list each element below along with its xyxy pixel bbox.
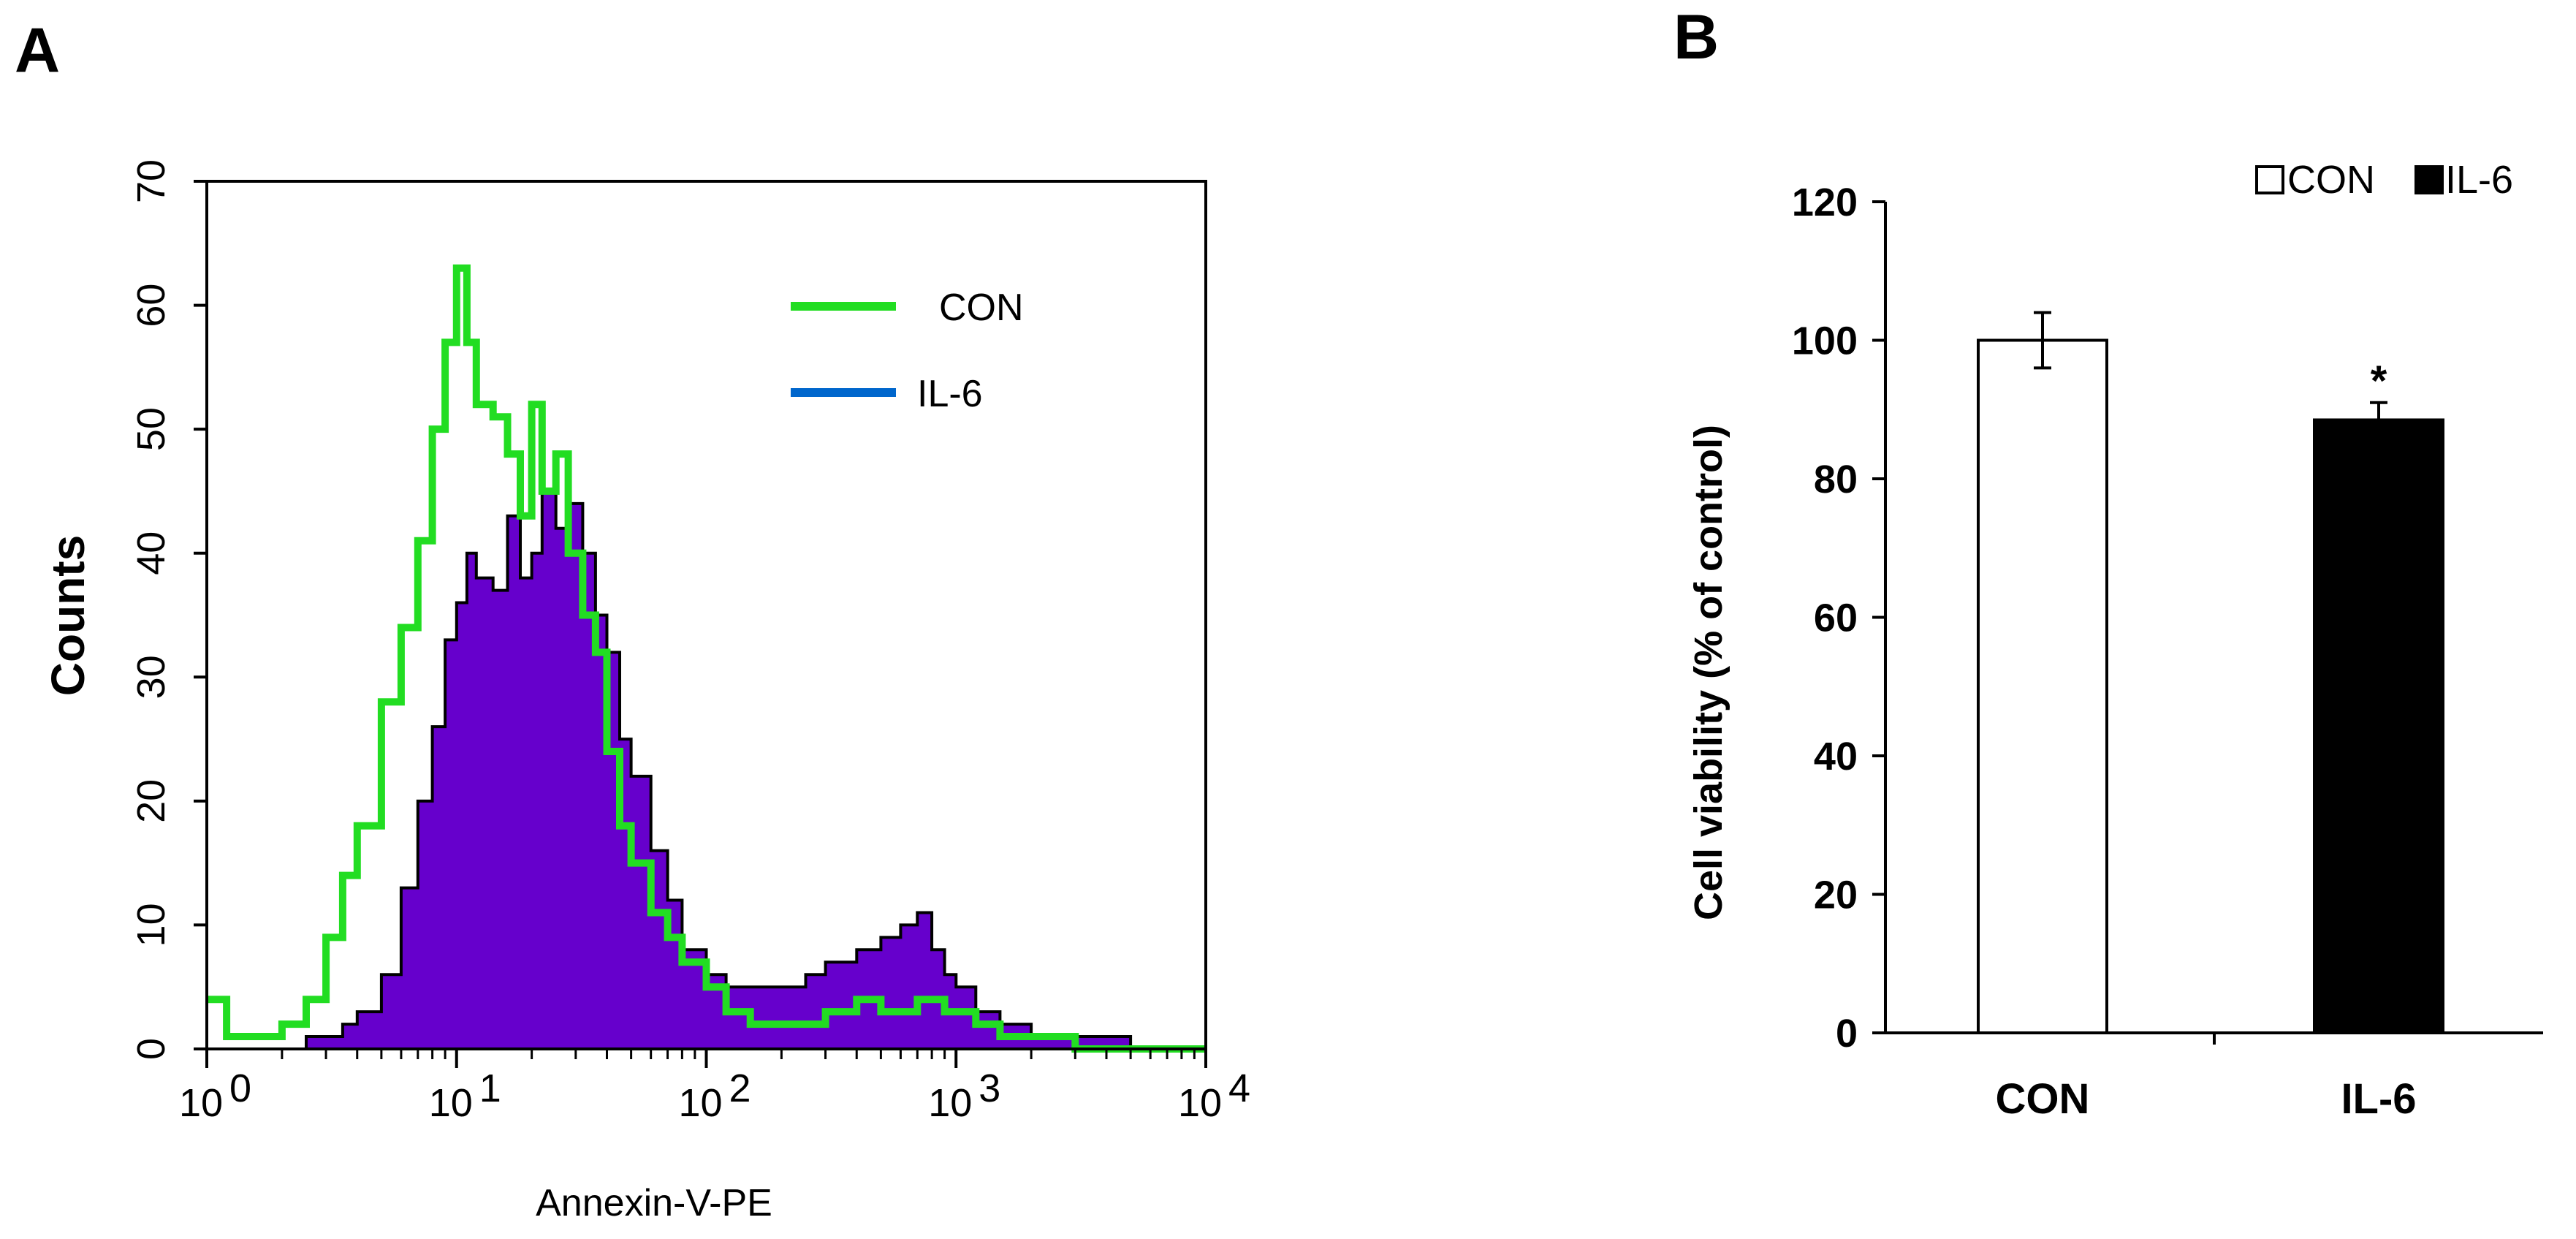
- legend-label-con: CON: [939, 287, 1024, 329]
- histogram-x-axis-title: Annexin-V-PE: [536, 1182, 772, 1224]
- histogram-y-tick-label: 60: [129, 284, 173, 327]
- histogram-y-tick-label: 50: [129, 407, 173, 451]
- histogram-x-tick-label: 10: [678, 1081, 722, 1125]
- histogram-x-tick-exponent: 0: [229, 1066, 251, 1110]
- bar-category-label: CON: [1996, 1075, 2090, 1123]
- legend-label-con-bar: CON: [2287, 158, 2375, 202]
- bar-y-tick-label: 120: [1792, 181, 1858, 224]
- histogram-x-tick-exponent: 2: [729, 1066, 751, 1110]
- legend-label-il6: IL-6: [917, 373, 983, 415]
- bar-y-tick-label: 60: [1814, 596, 1858, 640]
- histogram-x-tick-exponent: 3: [979, 1066, 1000, 1110]
- bar-con: [1977, 338, 2108, 1034]
- histogram-y-tick-label: 40: [129, 531, 173, 575]
- histogram-y-tick-label: 10: [129, 903, 173, 947]
- histogram-x-tick-label: 10: [179, 1081, 223, 1125]
- histogram-x-tick-label: 10: [1178, 1081, 1222, 1125]
- histogram-plot-area: [207, 264, 1206, 1053]
- histogram-x-tick-label: 10: [429, 1081, 473, 1125]
- bar-y-tick-label: 20: [1814, 874, 1858, 917]
- histogram-frame: [205, 180, 1207, 1050]
- bar-category-label: IL-6: [2341, 1075, 2416, 1123]
- histogram-y-axis-title: Counts: [42, 535, 94, 696]
- histogram-legend: CON IL-6: [791, 287, 1024, 415]
- bar-series: *: [1977, 311, 2444, 1034]
- histogram-y-tick-label: 0: [129, 1038, 173, 1060]
- significance-marker: *: [2371, 357, 2387, 405]
- bar-y-tick-label: 100: [1792, 319, 1858, 363]
- bar-y-axis-title: Cell viability (% of control): [1687, 425, 1730, 920]
- histogram-x-tick-label: 10: [928, 1081, 972, 1125]
- legend-swatch-il6-bar: [2414, 165, 2444, 194]
- bar-legend: CON IL-6: [2255, 158, 2513, 202]
- legend-label-il6-bar: IL-6: [2445, 158, 2513, 202]
- bar-y-tick-label: 40: [1814, 735, 1858, 778]
- histogram-y-tick-label: 30: [129, 655, 173, 699]
- bar-chart: * 0 20 40 60 80 100 120 CON IL-6 Cell viability…: [1687, 158, 2543, 1123]
- bar-y-tick-label: 80: [1814, 458, 1858, 501]
- con-histogram-line: [207, 264, 1206, 1053]
- histogram-x-tick-exponent: 1: [479, 1066, 501, 1110]
- panel-b-label: B: [1673, 2, 1719, 72]
- histogram-y-tick-label: 70: [129, 159, 173, 203]
- histogram-y-tick-label: 20: [129, 779, 173, 823]
- il6-histogram-area: [207, 489, 1206, 1050]
- bar-il6: [2313, 418, 2444, 1034]
- bar-y-tick-label: 0: [1836, 1012, 1858, 1056]
- panel-a-label: A: [15, 15, 60, 86]
- histogram-x-tick-exponent: 4: [1228, 1066, 1250, 1110]
- legend-swatch-con-bar: [2255, 165, 2284, 194]
